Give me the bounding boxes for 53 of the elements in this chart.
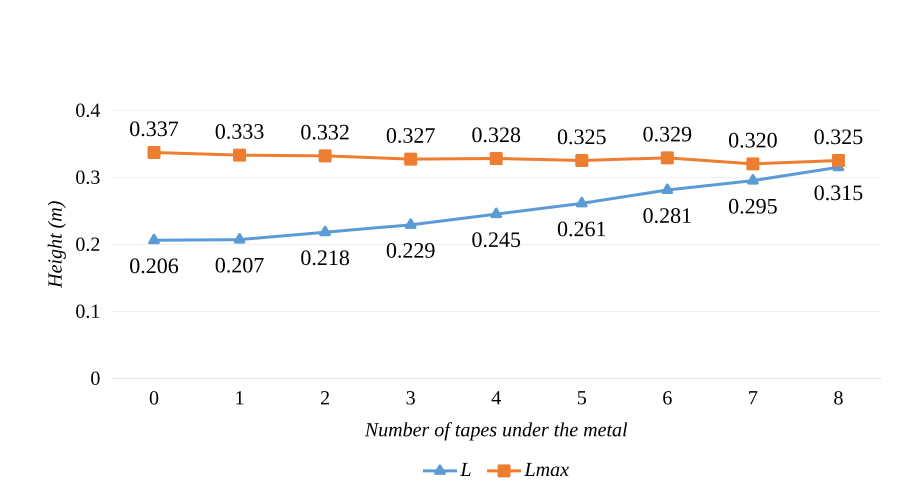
legend-label: Lmax	[524, 462, 569, 476]
point	[490, 152, 503, 166]
x-tick-label: 1	[236, 391, 244, 404]
x-tick-label: 3	[406, 391, 415, 405]
x-axis-title: Number of tapes under the metal	[364, 422, 628, 440]
data-label: 0.315	[814, 185, 862, 200]
x-tick-label: 4	[492, 391, 501, 404]
point	[662, 184, 674, 194]
point	[404, 218, 416, 229]
point	[746, 157, 760, 170]
data-label: 0.245	[472, 232, 520, 248]
y-tick-label: 0	[91, 372, 100, 386]
point	[575, 154, 588, 168]
x-tick-label: 5	[578, 391, 586, 404]
data-label: 0.295	[728, 198, 777, 214]
x-tick-label: 2	[320, 391, 330, 404]
x-tick-label: 0	[150, 391, 158, 405]
data-label: 0.320	[728, 132, 777, 148]
y-tick-label: 0.4	[76, 103, 100, 118]
data-label: 0.337	[130, 121, 178, 136]
legend-label: L	[460, 462, 471, 476]
point	[148, 146, 160, 159]
point	[832, 154, 845, 168]
data-label: 0.325	[814, 129, 862, 144]
data-label: 0.229	[386, 243, 435, 258]
point	[404, 152, 418, 166]
data-label: 0.328	[472, 127, 520, 142]
point	[747, 174, 759, 185]
data-label: 0.207	[216, 258, 264, 273]
data-label: 0.218	[301, 250, 350, 266]
point	[234, 233, 246, 244]
point	[660, 151, 674, 164]
data-label: 0.329	[643, 126, 692, 142]
y-tick-label: 0.2	[76, 237, 100, 252]
data-label: 0.206	[130, 258, 178, 274]
point	[319, 226, 331, 236]
data-label: 0.281	[643, 208, 691, 224]
data-label: 0.261	[558, 222, 606, 237]
y-tick-label: 0.3	[76, 170, 100, 184]
y-axis-title: Height (m)	[48, 201, 66, 288]
x-tick-label: 8	[834, 391, 843, 405]
data-label: 0.327	[386, 128, 435, 144]
point	[576, 196, 588, 208]
x-tick-label: 6	[663, 391, 672, 405]
point	[148, 234, 160, 244]
data-label: 0.332	[301, 124, 349, 140]
point	[233, 148, 246, 162]
data-label: 0.325	[558, 129, 606, 144]
point	[318, 149, 332, 162]
y-tick-label: 0.1	[76, 304, 100, 318]
point	[490, 208, 502, 218]
data-label: 0.333	[216, 124, 264, 139]
x-tick-label: 7	[749, 391, 758, 404]
